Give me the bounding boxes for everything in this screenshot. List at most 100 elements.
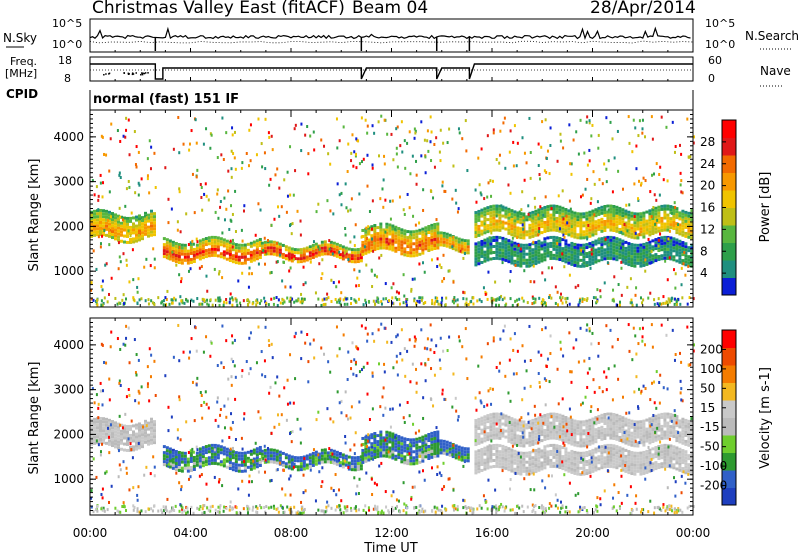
power-cell	[277, 298, 280, 302]
power-cell	[391, 224, 395, 228]
velocity-cell	[585, 437, 589, 441]
velocity-cell	[278, 453, 282, 457]
velocity-cell	[120, 432, 123, 436]
power-cell	[346, 297, 349, 301]
velocity-cell	[323, 451, 327, 455]
freq-trace	[90, 63, 693, 80]
velocity-cell	[654, 423, 658, 427]
power-cell	[232, 152, 235, 156]
velocity-cell	[424, 452, 428, 456]
power-cell	[669, 220, 673, 224]
power-cell	[132, 297, 135, 301]
power-cell	[474, 231, 477, 235]
power-cell	[221, 276, 224, 280]
velocity-cell	[483, 452, 487, 456]
power-cell	[101, 195, 104, 199]
velocity-cell	[335, 462, 339, 466]
velocity-cell	[660, 430, 664, 434]
velocity-cell	[373, 432, 377, 436]
power-cell	[507, 260, 511, 264]
power-cell	[445, 296, 448, 300]
power-cell	[633, 182, 636, 186]
velocity-cell	[415, 455, 419, 459]
power-cell	[424, 229, 428, 233]
velocity-cell	[573, 425, 577, 429]
power-cell	[144, 220, 147, 224]
power-cell	[579, 118, 582, 122]
power-cell	[486, 243, 490, 247]
velocity-cell	[183, 466, 187, 470]
power-cell	[579, 212, 583, 216]
velocity-cell	[531, 433, 535, 437]
power-cell	[612, 228, 616, 232]
power-cell	[528, 255, 532, 259]
power-cell	[117, 232, 120, 236]
power-cell	[345, 297, 348, 301]
power-cell	[624, 227, 628, 231]
velocity-cell	[463, 447, 467, 451]
power-cell	[332, 253, 336, 257]
power-cell	[679, 143, 682, 147]
velocity-cell	[99, 434, 102, 438]
power-cell	[394, 240, 398, 244]
power-cell	[426, 139, 429, 143]
velocity-cell	[663, 421, 667, 425]
velocity-cell	[439, 451, 443, 455]
velocity-cell	[555, 433, 559, 437]
power-cell	[675, 299, 678, 303]
power-cell	[669, 239, 673, 243]
velocity-cell	[546, 434, 550, 438]
velocity-cell	[225, 447, 229, 451]
power-cell	[308, 248, 312, 252]
velocity-cell	[255, 450, 259, 454]
power-cell	[537, 260, 541, 264]
velocity-cell	[477, 461, 481, 465]
power-cell	[216, 156, 219, 160]
velocity-cell	[138, 437, 141, 441]
velocity-cell	[237, 466, 241, 470]
power-cell	[603, 213, 607, 217]
power-cell	[217, 296, 220, 300]
power-cell	[611, 298, 614, 302]
power-cell	[433, 231, 437, 235]
power-cell	[108, 292, 111, 296]
velocity-cell	[243, 463, 247, 467]
power-cell	[516, 214, 520, 218]
power-cell	[307, 152, 310, 156]
velocity-cell	[326, 454, 330, 458]
power-cell	[639, 224, 643, 228]
power-cell	[692, 297, 695, 301]
velocity-cell	[207, 462, 211, 466]
velocity-cell	[412, 459, 416, 463]
power-cell	[427, 225, 431, 229]
power-cell	[385, 297, 388, 301]
power-cell	[445, 241, 449, 245]
velocity-cell	[207, 450, 211, 454]
velocity-cell	[489, 434, 493, 438]
velocity-cell	[615, 416, 619, 420]
power-cell	[630, 261, 634, 265]
power-cell	[99, 245, 102, 249]
freq-dot	[147, 72, 149, 74]
power-cell	[666, 228, 670, 232]
power-cell	[675, 253, 679, 257]
power-cell	[690, 221, 694, 225]
power-cell	[593, 182, 596, 186]
velocity-cell	[102, 432, 105, 436]
velocity-cell	[252, 466, 256, 470]
power-cell	[540, 247, 544, 251]
power-cell	[648, 233, 652, 237]
power-cell	[105, 153, 108, 157]
power-cell	[528, 116, 531, 120]
power-cell	[507, 222, 511, 226]
power-cell	[508, 150, 511, 154]
power-cell	[537, 211, 541, 215]
power-cell	[123, 225, 126, 229]
velocity-cell	[618, 426, 622, 430]
velocity-cell	[660, 412, 664, 416]
power-cell	[480, 242, 484, 246]
velocity-cell	[466, 456, 470, 460]
power-cell	[138, 183, 141, 187]
power-cell	[318, 262, 321, 266]
velocity-cell	[612, 418, 616, 422]
